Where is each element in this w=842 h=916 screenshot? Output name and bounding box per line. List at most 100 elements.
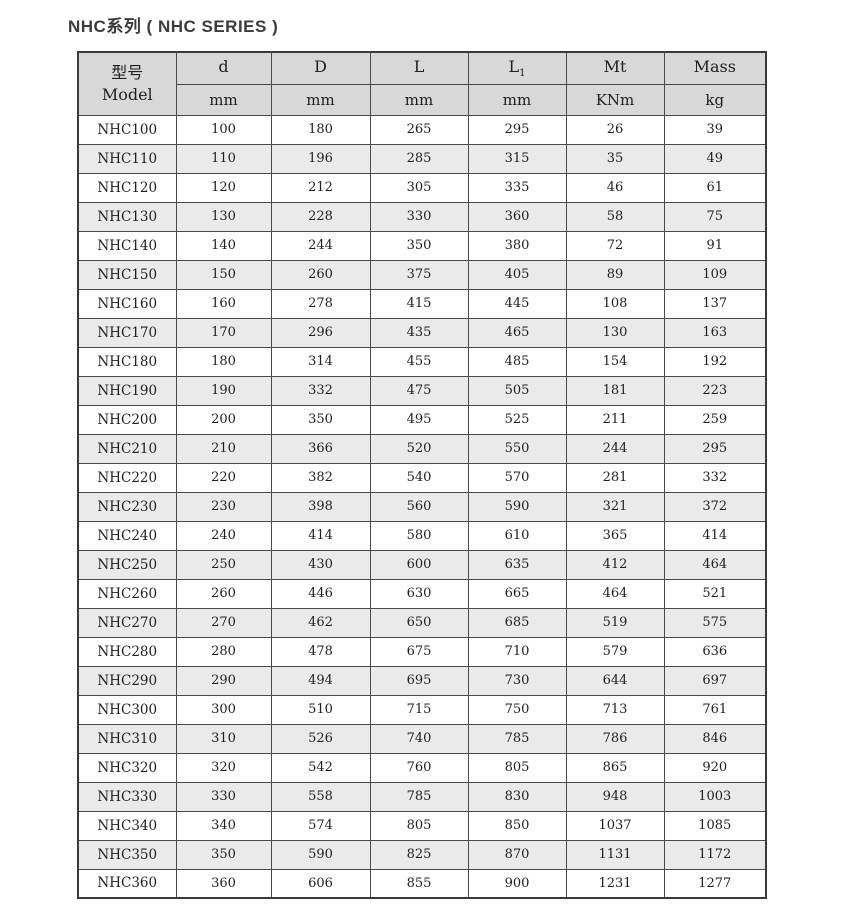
cell-model: NHC270 bbox=[77, 607, 177, 638]
table-row: NHC110 110 196 285 315 35 49 bbox=[77, 143, 767, 174]
cell-value: 310 bbox=[175, 723, 272, 754]
cell-value: 785 bbox=[369, 781, 469, 812]
cell-value: 108 bbox=[565, 288, 665, 319]
cell-value: 350 bbox=[175, 839, 272, 870]
column-header-Mt: Mt bbox=[565, 51, 665, 85]
cell-value: 210 bbox=[175, 433, 272, 464]
cell-model: NHC180 bbox=[77, 346, 177, 377]
header-unit-row: mm mm mm mm KNm kg bbox=[78, 83, 767, 116]
cell-value: 1003 bbox=[663, 781, 767, 812]
cell-value: 180 bbox=[270, 114, 371, 145]
cell-value: 244 bbox=[270, 230, 371, 261]
cell-model: NHC280 bbox=[77, 636, 177, 667]
cell-value: 220 bbox=[175, 462, 272, 493]
cell-value: 296 bbox=[270, 317, 371, 348]
cell-value: 39 bbox=[663, 114, 767, 145]
cell-value: 455 bbox=[369, 346, 469, 377]
cell-model: NHC350 bbox=[77, 839, 177, 870]
unit-L1: mm bbox=[467, 83, 567, 116]
cell-value: 435 bbox=[369, 317, 469, 348]
cell-value: 240 bbox=[175, 520, 272, 551]
column-header-model: 型号 Model bbox=[77, 51, 177, 116]
table-row: NHC290 290 494 695 730 644 697 bbox=[77, 665, 767, 696]
cell-value: 644 bbox=[565, 665, 665, 696]
table-row: NHC200 200 350 495 525 211 259 bbox=[77, 404, 767, 435]
cell-value: 445 bbox=[467, 288, 567, 319]
cell-value: 223 bbox=[663, 375, 767, 406]
header-name-row: 型号 Model d D L L1 Mt Mass bbox=[77, 51, 767, 116]
table-row: NHC130 130 228 330 360 58 75 bbox=[77, 201, 767, 232]
cell-value: 285 bbox=[369, 143, 469, 174]
cell-value: 412 bbox=[565, 549, 665, 580]
cell-value: 265 bbox=[369, 114, 469, 145]
cell-value: 740 bbox=[369, 723, 469, 754]
cell-value: 846 bbox=[663, 723, 767, 754]
cell-value: 230 bbox=[175, 491, 272, 522]
cell-value: 372 bbox=[663, 491, 767, 522]
cell-value: 49 bbox=[663, 143, 767, 174]
cell-value: 520 bbox=[369, 433, 469, 464]
cell-value: 270 bbox=[175, 607, 272, 638]
cell-value: 713 bbox=[565, 694, 665, 725]
cell-value: 192 bbox=[663, 346, 767, 377]
cell-value: 650 bbox=[369, 607, 469, 638]
column-header-L: L bbox=[369, 51, 469, 85]
cell-value: 590 bbox=[270, 839, 371, 870]
cell-value: 196 bbox=[270, 143, 371, 174]
cell-value: 786 bbox=[565, 723, 665, 754]
cell-model: NHC200 bbox=[77, 404, 177, 435]
cell-value: 110 bbox=[175, 143, 272, 174]
table-row: NHC220 220 382 540 570 281 332 bbox=[77, 462, 767, 493]
cell-model: NHC220 bbox=[77, 462, 177, 493]
cell-value: 414 bbox=[663, 520, 767, 551]
cell-value: 89 bbox=[565, 259, 665, 290]
cell-value: 574 bbox=[270, 810, 371, 841]
cell-value: 280 bbox=[175, 636, 272, 667]
cell-value: 398 bbox=[270, 491, 371, 522]
column-header-L1: L1 bbox=[467, 51, 567, 85]
cell-model: NHC360 bbox=[77, 868, 177, 899]
table-row: NHC160 160 278 415 445 108 137 bbox=[77, 288, 767, 319]
model-header-en: Model bbox=[101, 84, 153, 104]
nhc-series-table: 型号 Model d D L L1 Mt Mass mm mm mm mm KN… bbox=[77, 51, 767, 899]
cell-model: NHC150 bbox=[77, 259, 177, 290]
cell-value: 579 bbox=[565, 636, 665, 667]
cell-model: NHC230 bbox=[77, 491, 177, 522]
cell-value: 180 bbox=[175, 346, 272, 377]
table-row: NHC140 140 244 350 380 72 91 bbox=[77, 230, 767, 261]
table-row: NHC100 100 180 265 295 26 39 bbox=[77, 114, 767, 145]
cell-value: 521 bbox=[663, 578, 767, 609]
cell-value: 120 bbox=[175, 172, 272, 203]
cell-value: 250 bbox=[175, 549, 272, 580]
cell-model: NHC300 bbox=[77, 694, 177, 725]
cell-value: 1085 bbox=[663, 810, 767, 841]
cell-value: 360 bbox=[467, 201, 567, 232]
cell-value: 315 bbox=[467, 143, 567, 174]
cell-value: 350 bbox=[369, 230, 469, 261]
cell-value: 900 bbox=[467, 868, 567, 899]
cell-model: NHC290 bbox=[77, 665, 177, 696]
unit-Mass: kg bbox=[663, 83, 767, 116]
cell-value: 715 bbox=[369, 694, 469, 725]
cell-value: 290 bbox=[175, 665, 272, 696]
cell-value: 495 bbox=[369, 404, 469, 435]
table-row: NHC250 250 430 600 635 412 464 bbox=[77, 549, 767, 580]
cell-model: NHC170 bbox=[77, 317, 177, 348]
cell-value: 630 bbox=[369, 578, 469, 609]
cell-value: 72 bbox=[565, 230, 665, 261]
cell-value: 525 bbox=[467, 404, 567, 435]
cell-value: 375 bbox=[369, 259, 469, 290]
cell-value: 295 bbox=[663, 433, 767, 464]
cell-value: 109 bbox=[663, 259, 767, 290]
cell-value: 130 bbox=[565, 317, 665, 348]
cell-value: 244 bbox=[565, 433, 665, 464]
cell-value: 462 bbox=[270, 607, 371, 638]
cell-value: 865 bbox=[565, 752, 665, 783]
cell-value: 281 bbox=[565, 462, 665, 493]
cell-value: 414 bbox=[270, 520, 371, 551]
cell-value: 278 bbox=[270, 288, 371, 319]
unit-d: mm bbox=[175, 83, 272, 116]
column-header-Mass: Mass bbox=[663, 51, 767, 85]
cell-value: 805 bbox=[467, 752, 567, 783]
table-row: NHC210 210 366 520 550 244 295 bbox=[77, 433, 767, 464]
